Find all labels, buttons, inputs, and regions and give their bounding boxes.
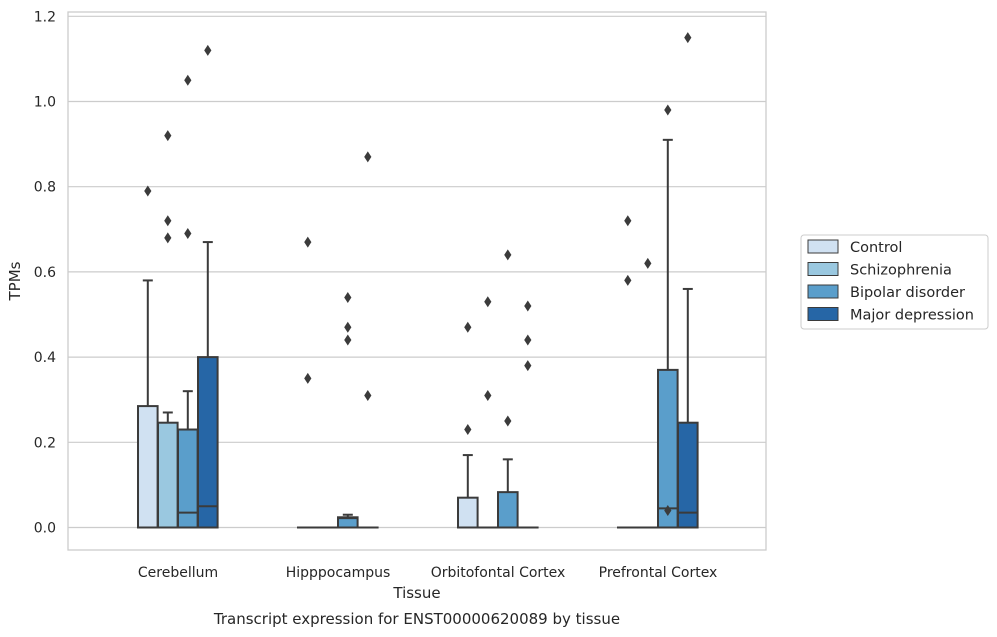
box-body bbox=[657, 368, 679, 529]
legend: Control Schizophrenia Bipolar disorder Majo… bbox=[800, 234, 989, 330]
y-tick-label: 0.8 bbox=[34, 180, 56, 196]
y-tick-labels: 0.0 0.2 0.4 0.6 0.8 1.0 1.2 bbox=[34, 9, 56, 536]
box-3-3 bbox=[677, 287, 699, 529]
outlier-point bbox=[344, 321, 352, 333]
outlier-point bbox=[664, 504, 672, 516]
plot-area-frame bbox=[67, 11, 767, 551]
box-0-0 bbox=[137, 279, 159, 529]
legend-swatch bbox=[807, 262, 839, 276]
outlier-point bbox=[464, 424, 472, 436]
outlier-point bbox=[304, 236, 312, 248]
outlier-point bbox=[504, 249, 512, 261]
outlier-point bbox=[304, 372, 312, 384]
outlier-point bbox=[164, 215, 172, 227]
x-tick-label: Cerebellum bbox=[138, 565, 218, 581]
outlier-point bbox=[504, 415, 512, 427]
outlier-point bbox=[524, 360, 532, 372]
box-body bbox=[677, 421, 699, 529]
outlier-point bbox=[204, 44, 212, 56]
y-tick-label: 0.6 bbox=[34, 265, 56, 281]
box-2-2 bbox=[497, 458, 519, 529]
outlier-point bbox=[624, 215, 632, 227]
box-2-0 bbox=[177, 390, 199, 529]
box-body bbox=[137, 405, 159, 529]
y-tick-label: 0.4 bbox=[34, 350, 56, 366]
outlier-point bbox=[164, 232, 172, 244]
legend-swatch bbox=[807, 239, 839, 254]
outlier-point bbox=[524, 300, 532, 312]
outlier-point bbox=[644, 257, 652, 269]
outlier-point bbox=[364, 389, 372, 401]
outlier-point bbox=[344, 334, 352, 346]
legend-label: Control bbox=[850, 240, 902, 256]
legend-label: Major depression bbox=[850, 308, 974, 324]
y-tick-label: 1.0 bbox=[34, 95, 56, 111]
outlier-point bbox=[664, 104, 672, 116]
y-tick-label: 0.2 bbox=[34, 435, 56, 451]
legend-frame bbox=[800, 234, 989, 330]
outlier-point bbox=[364, 151, 372, 163]
outlier-point bbox=[164, 130, 172, 142]
box-2-3 bbox=[657, 138, 679, 529]
box-body bbox=[457, 496, 479, 529]
outlier-point bbox=[484, 389, 492, 401]
x-tick-labels: Cerebellum Hipppocampus Orbitofontal Corte… bbox=[138, 565, 717, 581]
outliers bbox=[144, 32, 692, 516]
x-tick-label: Prefrontal Cortex bbox=[599, 565, 718, 581]
box-body bbox=[497, 491, 519, 529]
y-tick-label: 1.2 bbox=[34, 9, 56, 25]
x-axis-label: Tissue bbox=[392, 584, 440, 602]
legend-swatch bbox=[807, 284, 839, 299]
outlier-point bbox=[484, 296, 492, 308]
outlier-point bbox=[524, 334, 532, 346]
outlier-point bbox=[144, 185, 152, 197]
outlier-point bbox=[464, 321, 472, 333]
box-body bbox=[157, 421, 179, 529]
legend-swatch bbox=[807, 307, 839, 321]
outlier-point bbox=[344, 291, 352, 303]
y-axis-label: TPMs bbox=[6, 261, 24, 301]
boxes bbox=[137, 138, 699, 529]
outlier-point bbox=[624, 274, 632, 286]
box-0-2 bbox=[457, 454, 479, 529]
legend-label: Schizophrenia bbox=[850, 263, 952, 279]
box-2-1 bbox=[337, 513, 359, 529]
y-tick-label: 0.0 bbox=[34, 521, 56, 537]
box-body bbox=[197, 356, 219, 529]
box-3-0 bbox=[197, 241, 219, 529]
chart-title: Transcript expression for ENST0000062008… bbox=[213, 610, 620, 628]
x-tick-label: Orbitofontal Cortex bbox=[431, 565, 566, 581]
outlier-point bbox=[184, 74, 192, 86]
box-1-0 bbox=[157, 411, 179, 529]
legend-label: Bipolar disorder bbox=[850, 285, 965, 301]
x-tick-label: Hipppocampus bbox=[286, 565, 391, 581]
outlier-point bbox=[184, 228, 192, 240]
outlier-point bbox=[684, 32, 692, 44]
